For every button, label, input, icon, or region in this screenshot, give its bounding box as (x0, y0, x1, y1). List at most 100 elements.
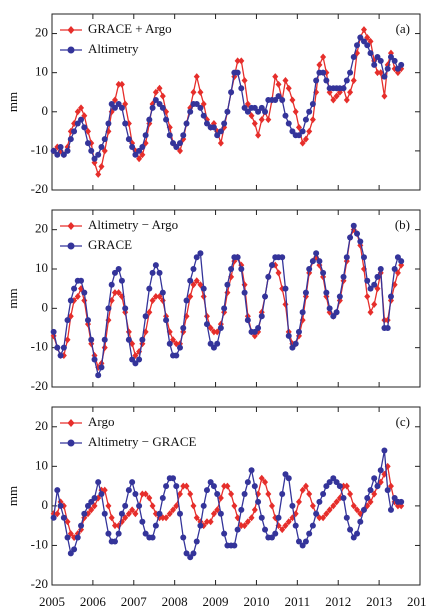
marker (118, 80, 125, 88)
marker (333, 498, 340, 506)
marker (275, 269, 282, 277)
marker (354, 42, 361, 49)
marker (262, 478, 269, 486)
marker (217, 494, 224, 502)
marker (224, 289, 231, 297)
marker (309, 522, 316, 529)
marker (142, 530, 149, 537)
marker (88, 498, 95, 505)
marker (149, 502, 156, 510)
marker (197, 250, 204, 257)
legend-marker (67, 242, 75, 250)
legend-marker (67, 26, 75, 34)
marker (193, 538, 200, 545)
marker (187, 277, 194, 284)
x-tick-label: 2012 (325, 594, 351, 609)
marker (173, 340, 180, 348)
marker (248, 514, 255, 522)
x-tick-label: 2013 (366, 594, 392, 609)
marker (241, 522, 248, 530)
marker (122, 120, 129, 127)
marker (203, 487, 210, 494)
marker (111, 269, 118, 276)
marker (371, 475, 378, 482)
marker (129, 506, 136, 514)
marker (330, 313, 337, 320)
marker (173, 143, 180, 150)
legend-label: GRACE + Argo (88, 21, 172, 36)
marker (200, 502, 207, 509)
marker (105, 502, 112, 510)
marker (136, 502, 143, 509)
marker (224, 482, 231, 490)
marker (156, 84, 163, 92)
marker (360, 26, 367, 34)
marker (146, 308, 153, 316)
marker (302, 135, 309, 143)
marker (364, 494, 371, 501)
marker (377, 69, 384, 77)
x-tick-label: 2006 (80, 594, 107, 609)
marker (64, 317, 71, 324)
marker (377, 467, 384, 474)
marker (299, 128, 306, 135)
marker (398, 498, 405, 505)
marker (381, 447, 388, 454)
marker (234, 254, 241, 261)
marker (139, 490, 146, 498)
y-axis-label: mm (5, 486, 20, 506)
marker (207, 340, 214, 347)
marker (156, 269, 163, 276)
marker (340, 85, 347, 92)
marker (282, 112, 289, 119)
marker (149, 296, 156, 304)
marker (255, 131, 262, 139)
marker (81, 124, 88, 131)
marker (214, 340, 221, 347)
marker (57, 502, 64, 509)
marker (111, 289, 118, 297)
marker (255, 490, 262, 498)
y-tick-label: 10 (35, 457, 48, 472)
marker (241, 289, 248, 296)
marker (279, 491, 286, 498)
marker (84, 317, 91, 324)
marker (313, 510, 320, 517)
marker (265, 273, 272, 280)
marker (67, 550, 74, 557)
marker (129, 356, 136, 363)
marker (166, 132, 173, 139)
marker (241, 491, 248, 498)
marker (343, 514, 350, 521)
marker (60, 514, 67, 521)
marker (323, 483, 330, 490)
marker (60, 344, 67, 351)
marker (371, 281, 378, 288)
marker (347, 88, 354, 96)
marker (323, 77, 330, 84)
y-tick-label: 10 (35, 64, 48, 79)
marker (295, 123, 302, 131)
marker (289, 344, 296, 351)
y-tick-label: 20 (35, 25, 48, 40)
x-tick-label: 2011 (285, 594, 311, 609)
legend-label: Altimetry (88, 41, 139, 56)
marker (299, 139, 306, 147)
marker (214, 328, 221, 336)
marker (203, 120, 210, 127)
marker (234, 69, 241, 76)
marker (320, 491, 327, 498)
marker (156, 510, 163, 517)
marker (282, 471, 289, 478)
marker (142, 490, 149, 498)
legend-marker (67, 419, 75, 427)
marker (391, 494, 398, 501)
marker (98, 163, 105, 171)
marker (289, 502, 296, 509)
marker (149, 269, 156, 276)
marker (217, 325, 224, 331)
marker (91, 356, 98, 363)
marker (302, 482, 309, 490)
marker (163, 483, 170, 490)
marker (343, 254, 350, 261)
